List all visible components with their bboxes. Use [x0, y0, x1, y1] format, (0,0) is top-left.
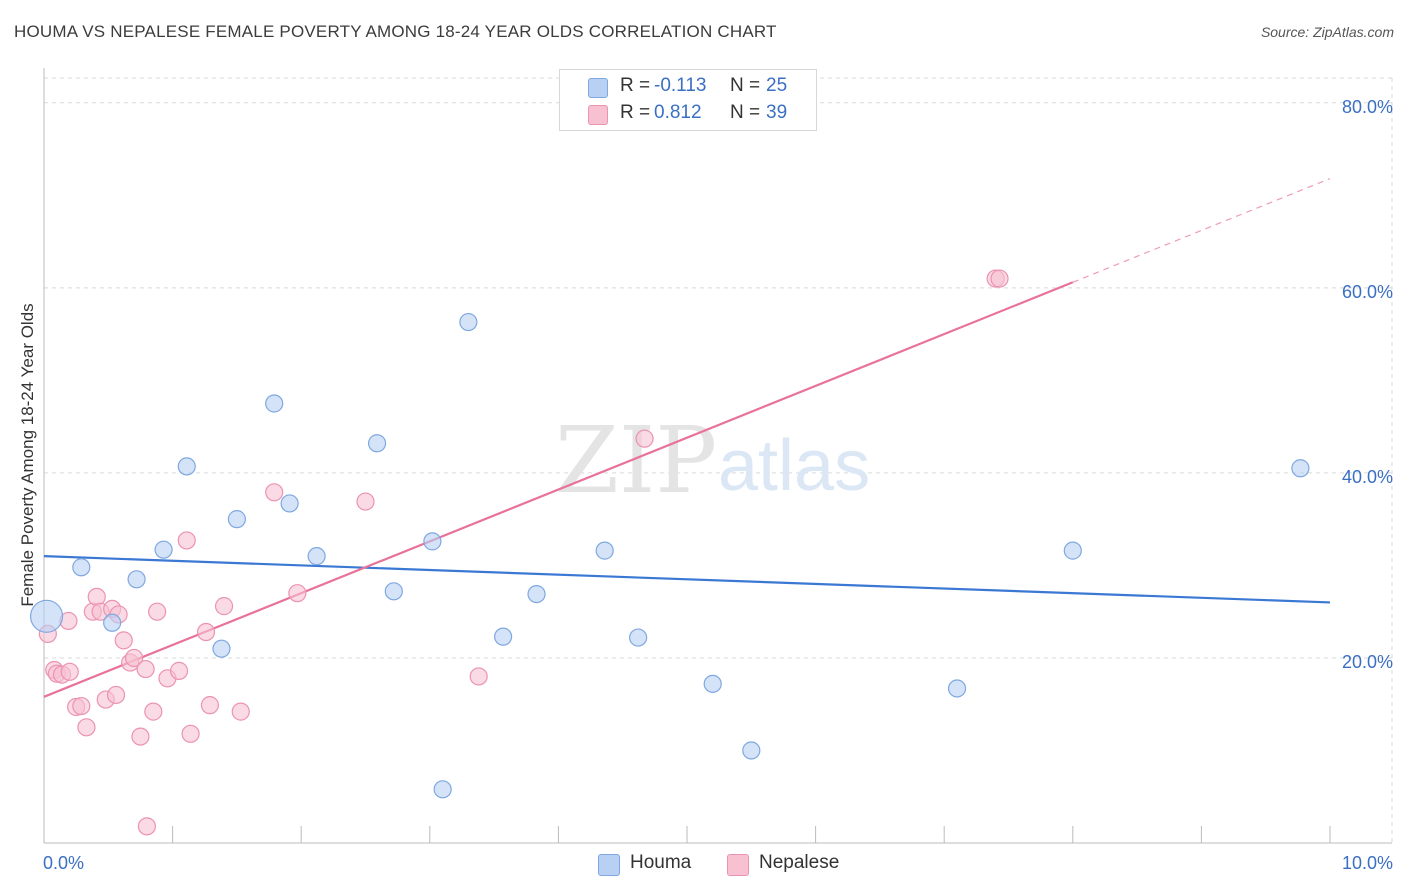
nepalese-point	[635, 429, 654, 448]
nepalese-trend-extension	[1072, 178, 1331, 283]
houma-point	[1291, 459, 1310, 478]
nepalese-point	[114, 631, 133, 650]
nepalese-point	[265, 483, 284, 502]
nepalese-trend-line	[43, 281, 1074, 698]
nepalese-point	[131, 727, 150, 746]
houma-point	[103, 613, 122, 632]
houma-r-value: -0.113	[654, 75, 707, 96]
houma-trend-line	[43, 555, 1331, 604]
legend-r-label: R =	[620, 75, 651, 96]
houma-point	[595, 541, 614, 560]
y-tick-label: 20.0%	[1342, 652, 1393, 672]
houma-point	[154, 540, 173, 559]
nepalese-point	[148, 602, 167, 621]
nepalese-point	[169, 661, 189, 680]
nepalese-swatch	[588, 105, 608, 125]
axes-layer	[43, 68, 1392, 844]
houma-point	[384, 582, 403, 601]
houma-point	[212, 639, 231, 658]
legend-r-label: R =	[620, 102, 651, 123]
watermark: ZIP atlas	[555, 407, 870, 514]
watermark-atlas: atlas	[718, 426, 870, 506]
houma-point	[703, 674, 722, 693]
nepalese-point	[196, 622, 216, 642]
y-axis-label: Female Poverty Among 18-24 Year Olds	[18, 303, 37, 606]
x-tick-label-min: 0.0%	[43, 853, 84, 873]
nepalese-point	[231, 702, 250, 721]
houma-point	[423, 532, 442, 551]
y-tick-label: 80.0%	[1342, 97, 1393, 117]
watermark-zip: ZIP	[555, 407, 717, 514]
nepalese-point	[177, 531, 196, 550]
nepalese-legend-label: Nepalese	[759, 852, 840, 873]
source-credit: Source: ZipAtlas.com	[1260, 24, 1394, 40]
houma-legend-label: Houma	[630, 852, 692, 873]
houma-point	[527, 584, 546, 604]
houma-point	[494, 627, 513, 646]
data-points	[29, 269, 1310, 836]
nepalese-point	[181, 724, 200, 743]
nepalese-n-value: 39	[766, 102, 788, 123]
x-tick-label-max: 10.0%	[1342, 853, 1393, 873]
nepalese-r-value: 0.812	[654, 102, 702, 123]
nepalese-point	[214, 597, 234, 616]
houma-legend-swatch	[598, 854, 620, 876]
legend-n-label: N =	[730, 75, 761, 96]
nepalese-legend-swatch	[727, 854, 749, 876]
houma-point	[227, 510, 246, 529]
nepalese-point	[77, 718, 96, 737]
nepalese-point	[124, 648, 144, 668]
houma-point	[742, 741, 761, 760]
nepalese-point	[144, 702, 163, 721]
nepalese-point	[990, 269, 1009, 288]
houma-point	[307, 547, 326, 566]
houma-point	[1063, 541, 1082, 560]
correlation-legend: R = -0.113 N = 25 R = 0.812 N = 39	[559, 69, 817, 131]
houma-point	[29, 599, 64, 633]
houma-point	[280, 494, 299, 513]
nepalese-point	[469, 667, 488, 686]
houma-point	[127, 570, 146, 589]
houma-swatch	[588, 78, 608, 98]
houma-point	[459, 312, 478, 332]
y-tick-label: 60.0%	[1342, 282, 1393, 302]
houma-point	[947, 679, 967, 698]
y-tick-label: 40.0%	[1342, 467, 1393, 487]
trend-lines	[43, 178, 1331, 698]
nepalese-point	[200, 696, 219, 715]
nepalese-point	[356, 492, 375, 511]
tick-labels: 20.0% 40.0% 60.0% 80.0% 0.0% 10.0%	[43, 97, 1393, 873]
houma-point	[629, 628, 648, 647]
houma-n-value: 25	[766, 75, 788, 96]
nepalese-point	[72, 696, 91, 716]
houma-point	[72, 558, 91, 577]
houma-point	[367, 434, 387, 453]
nepalese-point	[288, 584, 307, 603]
nepalese-point	[136, 659, 155, 679]
houma-point	[177, 457, 196, 476]
nepalese-point	[137, 817, 156, 836]
chart-title: HOUMA VS NEPALESE FEMALE POVERTY AMONG 1…	[14, 22, 777, 41]
houma-point	[265, 394, 284, 413]
legend-n-label: N =	[730, 102, 761, 123]
nepalese-point	[60, 662, 79, 681]
houma-point	[433, 780, 452, 799]
nepalese-point	[106, 685, 126, 705]
